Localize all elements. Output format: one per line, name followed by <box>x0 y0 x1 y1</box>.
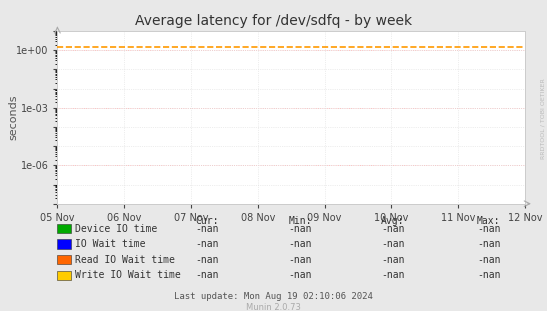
Text: Avg:: Avg: <box>381 216 405 226</box>
Text: Munin 2.0.73: Munin 2.0.73 <box>246 303 301 311</box>
Text: -nan: -nan <box>288 255 312 265</box>
Text: Max:: Max: <box>477 216 501 226</box>
Text: -nan: -nan <box>477 255 501 265</box>
Text: Last update: Mon Aug 19 02:10:06 2024: Last update: Mon Aug 19 02:10:06 2024 <box>174 292 373 300</box>
Text: Write IO Wait time: Write IO Wait time <box>75 270 181 280</box>
Text: -nan: -nan <box>195 255 219 265</box>
Text: -nan: -nan <box>195 270 219 280</box>
Text: Min:: Min: <box>288 216 312 226</box>
Text: -nan: -nan <box>381 270 405 280</box>
Text: -nan: -nan <box>381 239 405 249</box>
Text: -nan: -nan <box>477 270 501 280</box>
Text: -nan: -nan <box>477 224 501 234</box>
Text: -nan: -nan <box>195 224 219 234</box>
Text: -nan: -nan <box>381 255 405 265</box>
Text: -nan: -nan <box>288 224 312 234</box>
Text: -nan: -nan <box>288 270 312 280</box>
Text: -nan: -nan <box>288 239 312 249</box>
Text: -nan: -nan <box>381 224 405 234</box>
Text: Cur:: Cur: <box>195 216 219 226</box>
Text: Device IO time: Device IO time <box>75 224 158 234</box>
Text: Read IO Wait time: Read IO Wait time <box>75 255 176 265</box>
Text: IO Wait time: IO Wait time <box>75 239 146 249</box>
Text: RRDTOOL / TOBI OETIKER: RRDTOOL / TOBI OETIKER <box>541 78 546 159</box>
Text: Average latency for /dev/sdfq - by week: Average latency for /dev/sdfq - by week <box>135 14 412 28</box>
Text: -nan: -nan <box>477 239 501 249</box>
Text: -nan: -nan <box>195 239 219 249</box>
Y-axis label: seconds: seconds <box>8 95 18 140</box>
